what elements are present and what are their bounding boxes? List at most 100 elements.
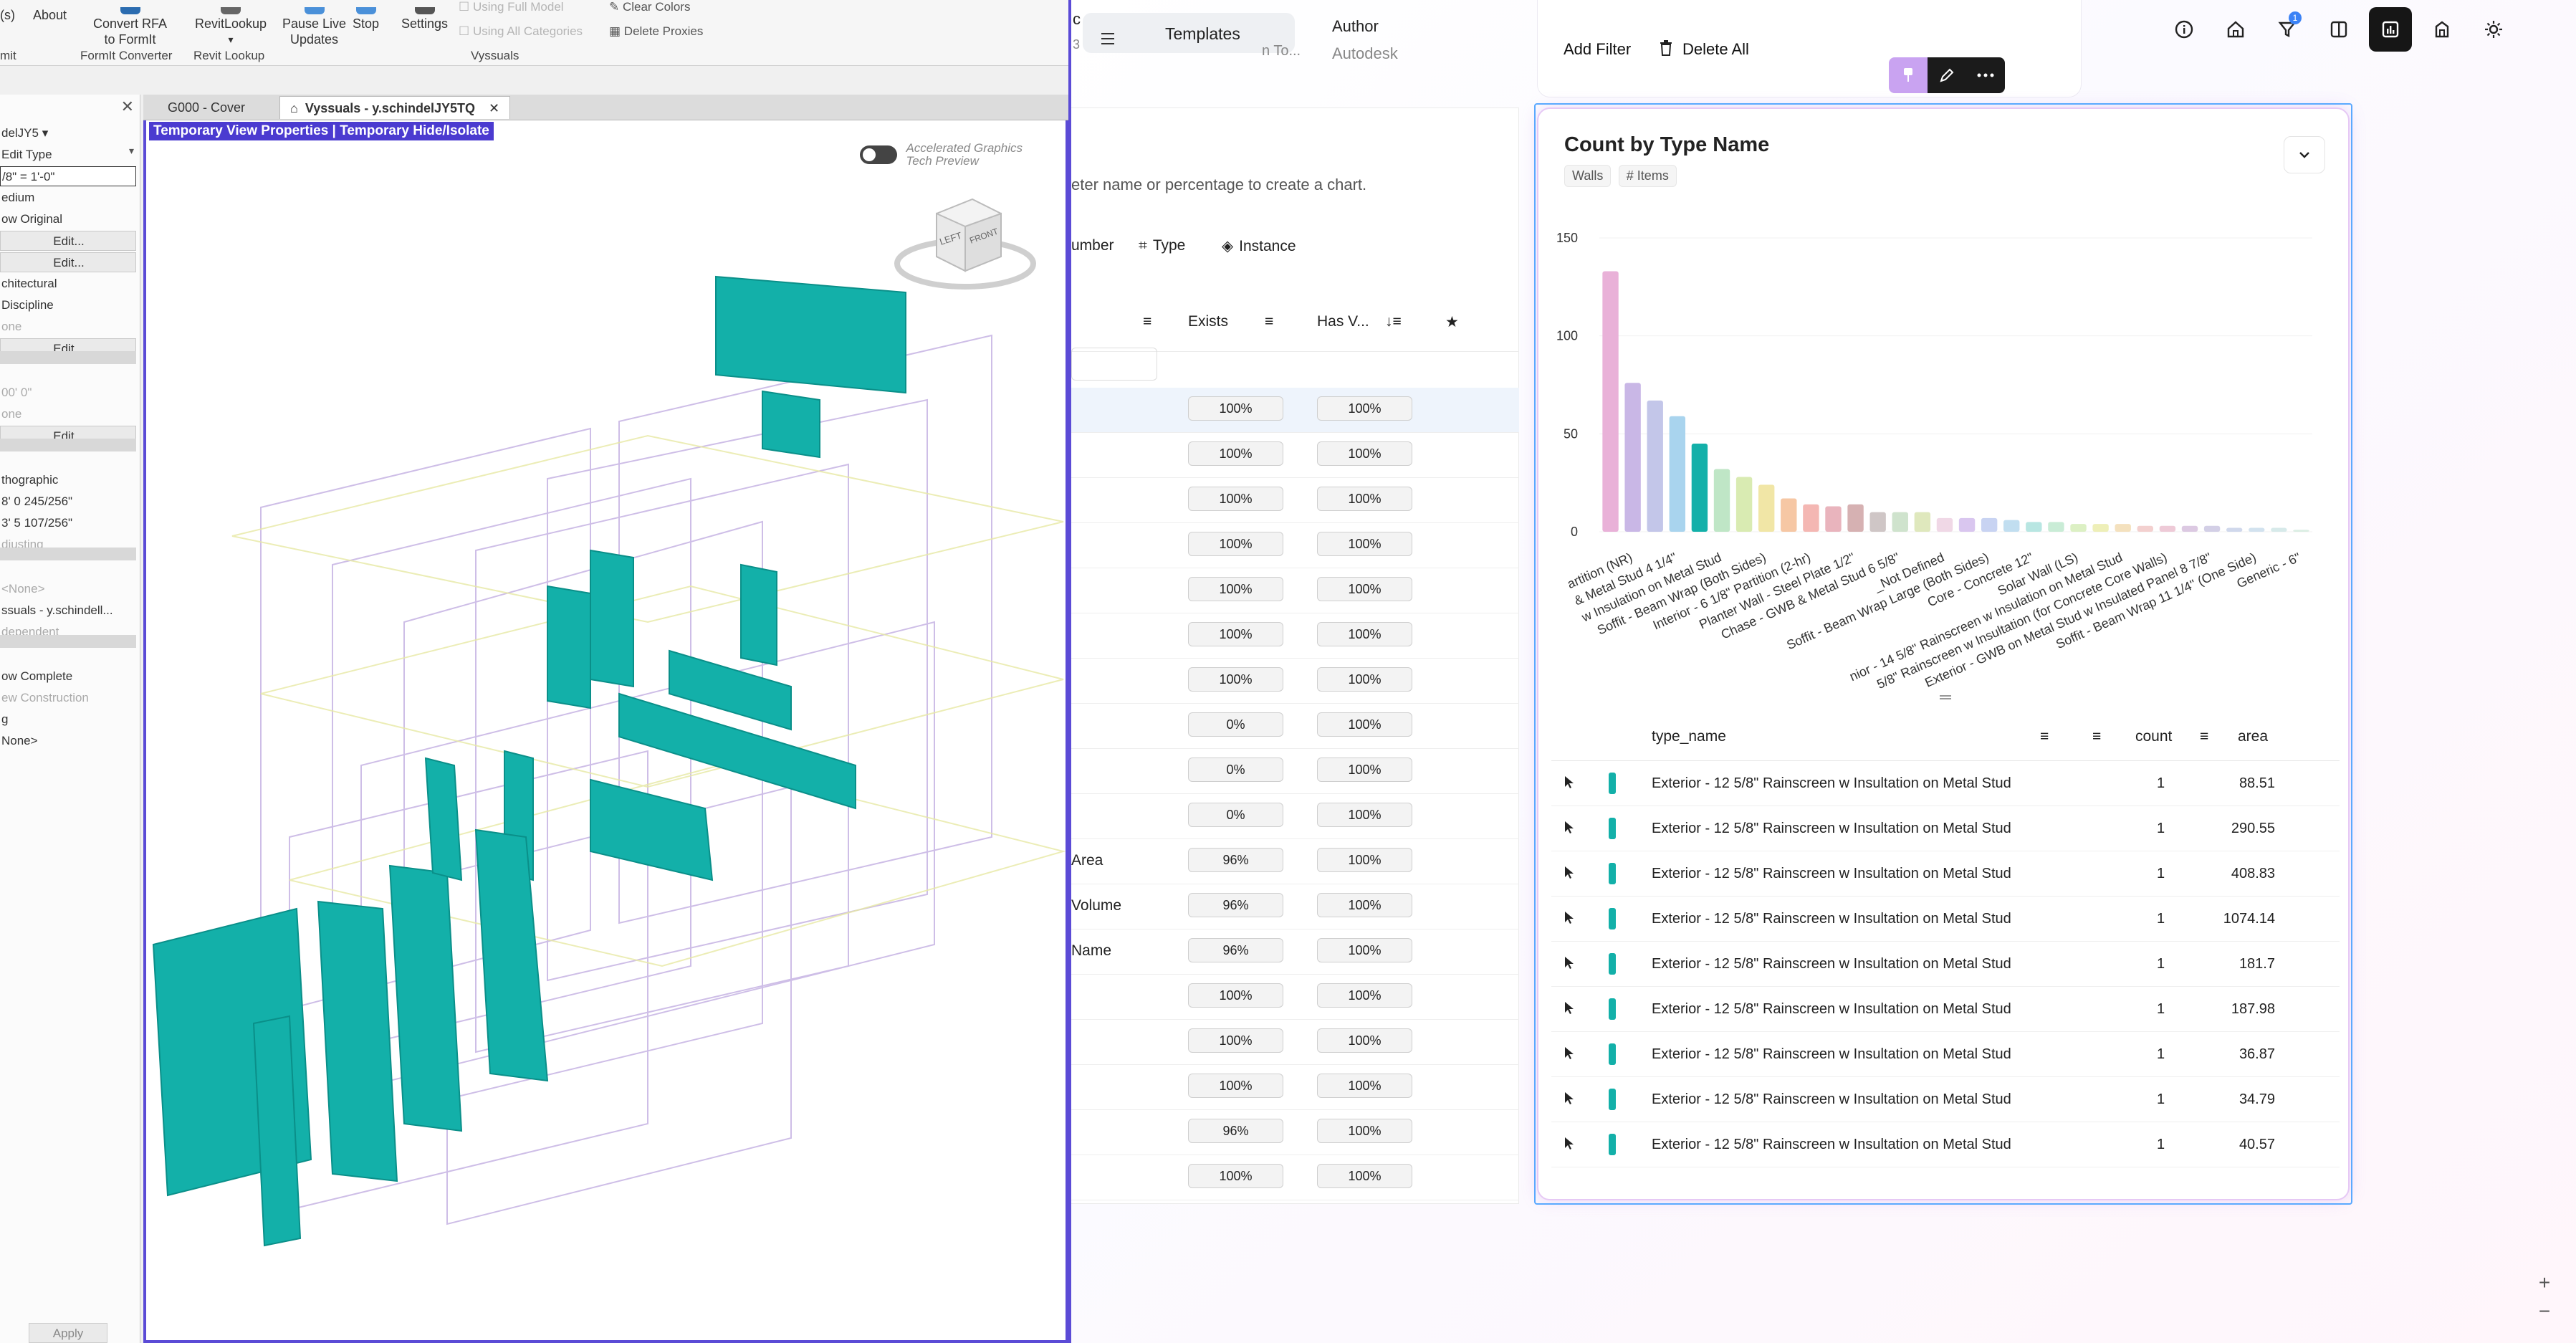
has-value-percentage[interactable]: 100% <box>1317 893 1412 917</box>
filter-icon[interactable]: ≡ <box>2200 728 2209 745</box>
edit-button[interactable]: Edit... <box>0 231 136 251</box>
property-group-separator[interactable] <box>0 351 136 364</box>
accelerated-graphics-toggle[interactable]: Accelerated Graphics Tech Preview <box>859 142 1023 168</box>
property-group-separator[interactable] <box>0 548 136 560</box>
has-value-percentage[interactable]: 100% <box>1317 396 1412 421</box>
exists-percentage[interactable]: 0% <box>1188 712 1283 737</box>
parameter-row[interactable]: 100% 100% <box>1071 1065 1519 1110</box>
parameter-row[interactable]: Volume 96% 100% <box>1071 884 1519 929</box>
ribbon-button-partial[interactable]: (s) <box>0 7 15 23</box>
bar[interactable] <box>1981 517 1998 532</box>
parameter-row[interactable]: 100% 100% <box>1071 388 1519 433</box>
type-name-column-header[interactable]: type_name <box>1652 728 1726 745</box>
tab-instance[interactable]: ◈ Instance <box>1222 237 1296 255</box>
has-value-percentage[interactable]: 100% <box>1317 622 1412 646</box>
parameter-row[interactable]: 100% 100% <box>1071 568 1519 613</box>
has-value-column-header[interactable]: Has V... <box>1317 313 1369 330</box>
parameter-row[interactable]: 100% 100% <box>1071 1155 1519 1200</box>
filter-icon[interactable]: ≡ <box>2040 728 2049 745</box>
has-value-percentage[interactable]: 100% <box>1317 1164 1412 1188</box>
add-filter-button[interactable]: Add Filter <box>1564 40 1632 58</box>
filter-icon[interactable]: ≡ <box>2092 728 2102 745</box>
convert-rfa-button[interactable]: Convert RFA to FormIt <box>93 7 167 47</box>
bar[interactable] <box>2115 524 2131 532</box>
property-group-separator[interactable] <box>0 635 136 648</box>
has-value-percentage[interactable]: 100% <box>1317 1028 1412 1053</box>
tab-type[interactable]: ⌗ Type <box>1139 237 1185 254</box>
chart-card[interactable]: Count by Type Name Walls # Items 0 50 100 1… <box>1537 107 2350 1200</box>
exists-percentage[interactable]: 100% <box>1188 1028 1283 1053</box>
bar[interactable] <box>1669 416 1686 532</box>
parameter-row[interactable]: 100% 100% <box>1071 478 1519 523</box>
has-value-percentage[interactable]: 100% <box>1317 1119 1412 1143</box>
delete-all-button[interactable]: Delete All <box>1660 40 1749 60</box>
bar[interactable] <box>1803 504 1819 532</box>
exists-percentage[interactable]: 100% <box>1188 622 1283 646</box>
table-row[interactable]: Exterior - 12 5/8" Rainscreen w Insultat… <box>1551 987 2340 1032</box>
table-row[interactable]: Exterior - 12 5/8" Rainscreen w Insultat… <box>1551 1122 2340 1167</box>
bar[interactable] <box>1624 383 1641 532</box>
zoom-in-button[interactable]: + <box>2538 1271 2551 1294</box>
table-row[interactable]: Exterior - 12 5/8" Rainscreen w Insultat… <box>1551 851 2340 897</box>
has-value-percentage[interactable]: 100% <box>1317 938 1412 962</box>
model-view-button[interactable] <box>2421 7 2464 52</box>
parameter-row[interactable]: 100% 100% <box>1071 433 1519 478</box>
has-value-percentage[interactable]: 100% <box>1317 532 1412 556</box>
more-button[interactable] <box>1966 57 2005 93</box>
clear-colors-button[interactable]: ✎ Clear Colors <box>609 0 691 14</box>
parameter-row[interactable]: Name 96% 100% <box>1071 929 1519 975</box>
menu-icon[interactable] <box>1090 19 1130 59</box>
has-value-percentage[interactable]: 100% <box>1317 757 1412 782</box>
bar[interactable] <box>1892 512 1908 532</box>
apply-button[interactable]: Apply <box>29 1323 107 1343</box>
bar[interactable] <box>1602 271 1619 532</box>
templates-button[interactable]: Templates <box>1083 13 1295 53</box>
exists-percentage[interactable]: 96% <box>1188 848 1283 872</box>
bar[interactable] <box>2070 524 2087 532</box>
parameter-row[interactable]: Area 96% 100% <box>1071 839 1519 884</box>
cube-front-face[interactable] <box>964 212 1002 272</box>
exists-percentage[interactable]: 96% <box>1188 938 1283 962</box>
info-button[interactable] <box>2163 7 2206 52</box>
layout-button[interactable] <box>2317 7 2360 52</box>
has-value-percentage[interactable]: 100% <box>1317 803 1412 827</box>
property-group-separator[interactable] <box>0 439 136 451</box>
select-cursor-icon[interactable] <box>1564 1091 1574 1109</box>
table-row[interactable]: Exterior - 12 5/8" Rainscreen w Insultat… <box>1551 761 2340 806</box>
star-icon[interactable]: ★ <box>1445 314 1459 330</box>
chart-view-button[interactable] <box>2369 7 2412 52</box>
bar[interactable] <box>1847 504 1864 532</box>
close-icon[interactable]: ✕ <box>120 97 134 115</box>
select-cursor-icon[interactable] <box>1564 1046 1574 1064</box>
table-row[interactable]: Exterior - 12 5/8" Rainscreen w Insultat… <box>1551 942 2340 987</box>
bar[interactable] <box>1914 512 1931 532</box>
parameter-row[interactable]: 100% 100% <box>1071 613 1519 659</box>
exists-percentage[interactable]: 100% <box>1188 396 1283 421</box>
bar[interactable] <box>1713 469 1730 532</box>
bar[interactable] <box>1647 400 1663 532</box>
exists-percentage[interactable]: 100% <box>1188 667 1283 692</box>
parameter-row[interactable]: 96% 100% <box>1071 1110 1519 1155</box>
has-value-percentage[interactable]: 100% <box>1317 712 1412 737</box>
theme-button[interactable] <box>2472 7 2515 52</box>
filter-button[interactable]: 1 <box>2266 7 2309 52</box>
exists-percentage[interactable]: 100% <box>1188 487 1283 511</box>
zoom-out-button[interactable]: − <box>2538 1300 2551 1322</box>
bar[interactable] <box>2203 525 2221 532</box>
tab-g000-cover[interactable]: G000 - Cover <box>158 96 255 119</box>
bar[interactable] <box>1869 512 1886 532</box>
has-value-percentage[interactable]: 100% <box>1317 1074 1412 1098</box>
bar[interactable] <box>2271 527 2287 532</box>
home-button[interactable] <box>2214 7 2257 52</box>
parameter-row[interactable]: 0% 100% <box>1071 749 1519 794</box>
table-row[interactable]: Exterior - 12 5/8" Rainscreen w Insultat… <box>1551 1077 2340 1122</box>
bar[interactable] <box>2048 522 2064 532</box>
bar[interactable] <box>1758 484 1775 532</box>
delete-proxies-button[interactable]: ▦ Delete Proxies <box>609 24 704 38</box>
resize-handle[interactable] <box>1940 695 1951 699</box>
filter-icon[interactable]: ≡ <box>1265 313 1274 330</box>
bar[interactable] <box>2249 527 2265 532</box>
tab-number[interactable]: umber <box>1071 237 1114 254</box>
select-cursor-icon[interactable] <box>1564 1137 1574 1154</box>
exists-percentage[interactable]: 0% <box>1188 757 1283 782</box>
